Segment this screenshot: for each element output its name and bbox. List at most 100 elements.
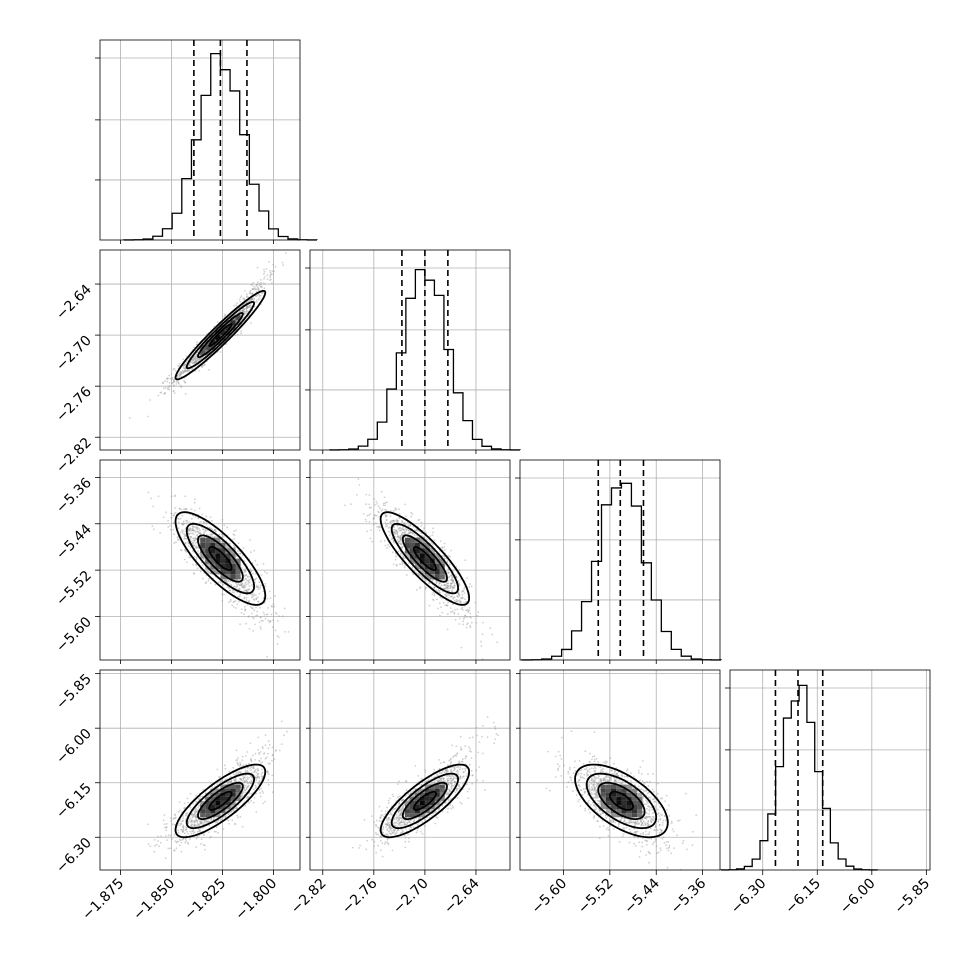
sample-point: [402, 556, 405, 559]
sample-point: [184, 841, 187, 844]
density-cell: [424, 548, 430, 554]
sample-point: [453, 611, 455, 614]
sample-point: [243, 596, 246, 599]
sample-point: [180, 829, 182, 831]
sample-point: [370, 506, 372, 509]
sample-point: [186, 561, 188, 563]
density-cell: [220, 558, 226, 564]
sample-point: [264, 800, 266, 803]
sample-point: [191, 529, 194, 531]
sample-point: [193, 361, 196, 363]
sample-point: [464, 598, 466, 601]
sample-point: [192, 358, 195, 361]
sample-point: [450, 579, 453, 582]
sample-point: [458, 592, 460, 595]
sample-point: [388, 526, 391, 529]
sample-point: [433, 539, 436, 542]
sample-point: [161, 381, 164, 384]
sample-point: [211, 533, 214, 536]
contour-line: [208, 546, 233, 571]
sample-point: [404, 503, 407, 506]
sample-point: [243, 579, 245, 582]
sample-point: [159, 391, 162, 394]
sample-point: [194, 358, 197, 361]
sample-point: [257, 288, 260, 290]
sample-point: [229, 600, 232, 603]
sample-point: [147, 491, 150, 494]
sample-point: [235, 778, 238, 781]
sample-point: [464, 559, 467, 562]
hist-panel-1: [305, 249, 521, 451]
sample-point: [184, 367, 186, 370]
sample-point: [450, 549, 452, 552]
sample-point: [257, 600, 260, 603]
sample-point: [358, 484, 361, 486]
sample-point: [168, 374, 171, 377]
sample-point: [226, 526, 228, 529]
sample-point: [177, 538, 180, 541]
sample-point: [187, 821, 190, 824]
sample-point: [251, 284, 254, 287]
sample-point: [396, 520, 399, 522]
sample-point: [385, 523, 388, 526]
sample-point: [425, 579, 427, 582]
sample-point: [172, 514, 175, 517]
sample-point: [271, 270, 274, 272]
panel-frame: [99, 249, 301, 451]
sample-point: [191, 362, 194, 364]
sample-point: [171, 382, 174, 385]
sample-point: [391, 551, 394, 554]
sample-point: [451, 589, 454, 592]
sample-point: [259, 606, 261, 609]
sample-point: [246, 589, 248, 592]
sample-point: [237, 333, 240, 336]
sample-point: [244, 608, 247, 611]
sample-point: [240, 792, 243, 795]
sample-point: [402, 526, 405, 529]
sample-point: [245, 305, 248, 308]
sample-point: [399, 529, 402, 532]
sample-point: [261, 790, 264, 792]
sample-point: [416, 529, 419, 532]
sample-point: [420, 525, 423, 527]
sample-point: [251, 292, 254, 295]
sample-point: [200, 822, 203, 824]
sample-point: [176, 536, 179, 539]
sample-point: [187, 842, 190, 845]
sample-point: [384, 508, 387, 511]
sample-point: [384, 502, 387, 504]
sample-point: [225, 778, 228, 780]
density-cell: [419, 537, 425, 543]
sample-point: [458, 584, 461, 587]
sample-point: [377, 505, 380, 508]
sample-point: [195, 353, 198, 356]
sample-point: [387, 522, 389, 525]
sample-point: [195, 545, 198, 548]
sample-point: [377, 510, 380, 513]
sample-point: [183, 363, 186, 366]
sample-point: [196, 822, 199, 824]
sample-point: [210, 527, 213, 530]
sample-point: [256, 266, 259, 269]
sample-point: [246, 786, 249, 789]
sample-point: [202, 558, 205, 561]
sample-point: [246, 780, 249, 783]
sample-point: [407, 524, 410, 527]
sample-point: [463, 587, 465, 590]
sample-point: [229, 598, 232, 601]
sample-point: [364, 518, 367, 521]
sample-point: [232, 808, 235, 811]
sample-point: [392, 540, 395, 542]
sample-point: [460, 601, 462, 603]
sample-point: [257, 769, 260, 772]
sample-point: [195, 526, 198, 528]
sample-point: [199, 532, 202, 535]
sample-point: [192, 530, 195, 532]
sample-point: [394, 507, 397, 509]
sample-point: [214, 583, 217, 586]
sample-point: [202, 564, 205, 567]
sample-point: [174, 507, 177, 509]
sample-point: [385, 519, 388, 521]
sample-point: [384, 504, 387, 507]
sample-point: [223, 314, 226, 316]
